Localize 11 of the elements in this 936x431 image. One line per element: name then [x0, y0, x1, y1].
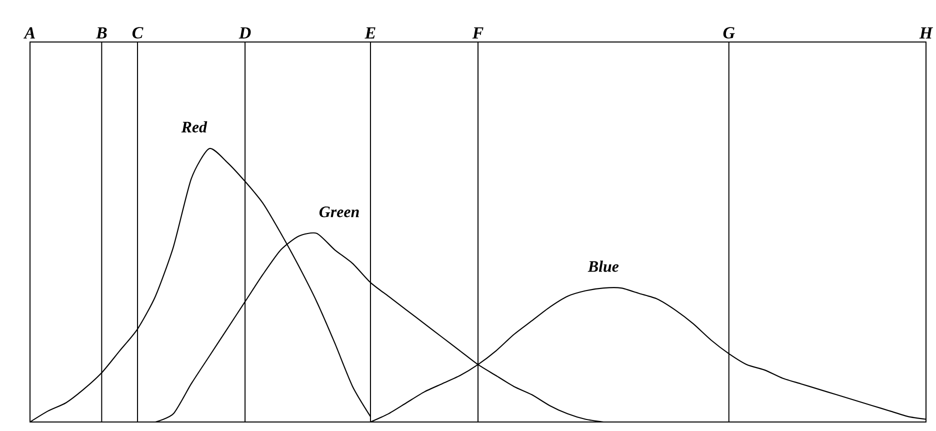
x-tick-label: F: [472, 27, 484, 38]
series-label: Blue: [588, 260, 619, 272]
x-tick-label: E: [364, 27, 376, 38]
x-tick-label: D: [238, 27, 251, 38]
x-tick-label: G: [723, 27, 735, 38]
series-label: Red: [181, 121, 208, 132]
x-tick-label: B: [96, 27, 107, 38]
x-tick-label: C: [132, 27, 144, 38]
x-tick-label: A: [23, 27, 35, 38]
x-tick-label: H: [919, 27, 934, 38]
series-label: Green: [319, 206, 359, 218]
